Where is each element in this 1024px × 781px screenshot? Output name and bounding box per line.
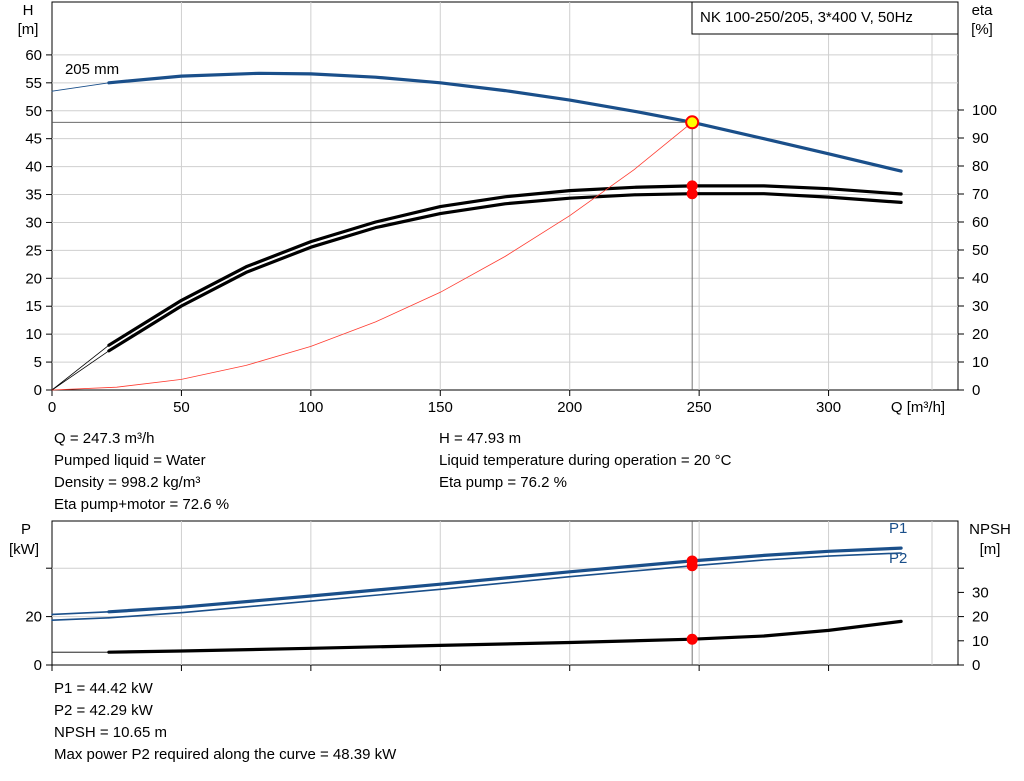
info-line: Eta pump+motor = 72.6 % <box>54 496 230 513</box>
x-axis-label: Q [m³/h] <box>891 399 945 416</box>
chart-title-box <box>691 1 959 35</box>
x-tick-label: 300 <box>816 399 841 416</box>
info-line: Pumped liquid = Water <box>54 452 206 469</box>
eta-tick-label: 40 <box>972 270 989 287</box>
x-tick-label: 250 <box>687 399 712 416</box>
efficiency-curve <box>107 184 903 347</box>
x-tick-label: 150 <box>428 399 453 416</box>
p-axis-label: P <box>21 521 31 538</box>
p-tick-label: 20 <box>25 609 42 626</box>
x-tick-label: 100 <box>298 399 323 416</box>
lower-plot-frame <box>51 520 959 666</box>
h-tick-label: 30 <box>25 214 42 231</box>
eta-tick-label: 50 <box>972 242 989 259</box>
info-line: P1 = 44.42 kW <box>54 680 153 697</box>
eta-tick-label: 30 <box>972 298 989 315</box>
info-line: Eta pump = 76.2 % <box>439 474 567 491</box>
h-tick-label: 5 <box>34 354 42 371</box>
head-curve <box>51 82 110 92</box>
npsh-axis-label: NPSH <box>969 521 1011 538</box>
h-tick-label: 55 <box>25 75 42 92</box>
info-line: NPSH = 10.65 m <box>54 724 167 741</box>
duty-point-marker <box>686 560 698 572</box>
p1-curve <box>51 611 110 616</box>
info-upper-right: H = 47.93 m Liquid temperature during op… <box>439 428 731 494</box>
eta-tick-label: 100 <box>972 102 997 119</box>
npsh-tick-label: 30 <box>972 584 989 601</box>
efficiency-curve <box>51 350 110 391</box>
eta-axis-label: eta <box>972 2 994 19</box>
x-tick-label: 50 <box>173 399 190 416</box>
p1-curve <box>51 617 110 621</box>
eta-tick-label: 90 <box>972 130 989 147</box>
h-axis-label: H <box>23 2 34 19</box>
h-tick-label: 0 <box>34 382 42 399</box>
eta-tick-label: 60 <box>972 214 989 231</box>
h-tick-label: 60 <box>25 47 42 64</box>
info-upper-left: Q = 247.3 m³/h Pumped liquid = Water Den… <box>54 428 229 516</box>
npsh-curve <box>107 619 903 654</box>
p2-curve <box>108 552 902 619</box>
duty-point-marker <box>686 633 698 645</box>
duty-point-marker <box>686 188 698 200</box>
head-curve-label: 205 mm <box>65 61 119 78</box>
efficiency-curve <box>107 192 903 353</box>
h-tick-label: 25 <box>25 242 42 259</box>
h-tick-label: 15 <box>25 298 42 315</box>
p2-series-label: P2 <box>889 550 907 567</box>
info-line: Liquid temperature during operation = 20… <box>439 452 732 469</box>
duty-point-head-marker <box>685 115 700 130</box>
x-tick-label: 200 <box>557 399 582 416</box>
h-tick-label: 20 <box>25 270 42 287</box>
npsh-axis-unit: [m] <box>980 541 1001 558</box>
eta-tick-label: 20 <box>972 326 989 343</box>
p1-series-label: P1 <box>889 520 907 537</box>
system-curve <box>51 121 693 391</box>
npsh-tick-label: 20 <box>972 609 989 626</box>
h-axis-unit: [m] <box>18 21 39 38</box>
x-tick-label: 0 <box>48 399 56 416</box>
info-line: H = 47.93 m <box>439 430 522 447</box>
info-lower: P1 = 44.42 kW P2 = 42.29 kW NPSH = 10.65… <box>54 678 396 766</box>
h-tick-label: 35 <box>25 187 42 204</box>
h-tick-label: 50 <box>25 103 42 120</box>
h-tick-label: 10 <box>25 326 42 343</box>
eta-tick-label: 0 <box>972 382 980 399</box>
info-line: Q = 247.3 m³/h <box>54 430 155 447</box>
info-line: Max power P2 required along the curve = … <box>54 746 397 763</box>
p-tick-label: 0 <box>34 657 42 674</box>
npsh-tick-label: 10 <box>972 633 989 650</box>
p1-curve <box>107 546 903 614</box>
h-tick-label: 45 <box>25 131 42 148</box>
eta-tick-label: 70 <box>972 186 989 203</box>
info-line: Density = 998.2 kg/m³ <box>54 474 201 491</box>
eta-axis-unit: [%] <box>971 21 993 38</box>
efficiency-curve <box>51 344 110 391</box>
duty-point-marker <box>686 180 698 192</box>
chart-title: NK 100-250/205, 3*400 V, 50Hz <box>700 9 913 26</box>
h-tick-label: 40 <box>25 159 42 176</box>
eta-tick-label: 80 <box>972 158 989 175</box>
npsh-tick-label: 0 <box>972 657 980 674</box>
p-axis-unit: [kW] <box>9 541 39 558</box>
head-curve <box>107 71 903 173</box>
eta-tick-label: 10 <box>972 354 989 371</box>
info-line: P2 = 42.29 kW <box>54 702 153 719</box>
